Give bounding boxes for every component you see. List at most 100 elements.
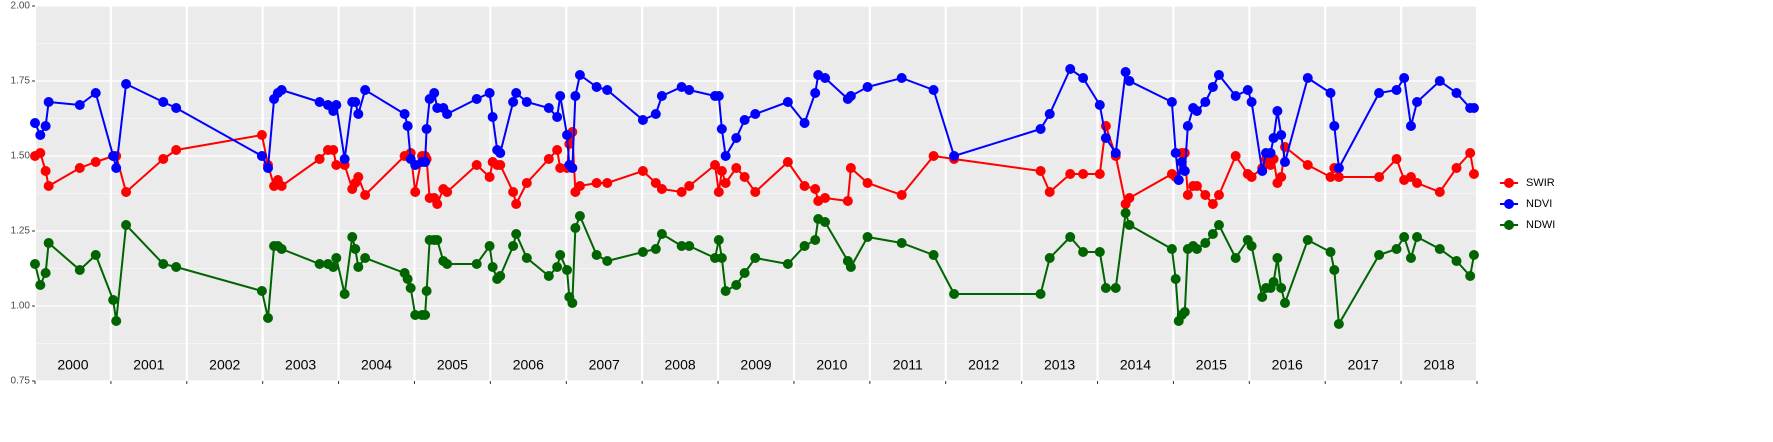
- data-point: [256, 130, 267, 140]
- data-point: [676, 187, 687, 197]
- data-point: [750, 109, 761, 119]
- data-point: [399, 109, 410, 119]
- data-point: [495, 271, 506, 281]
- data-point: [420, 310, 431, 320]
- data-point: [1405, 253, 1416, 263]
- data-point: [739, 172, 750, 182]
- data-point: [552, 112, 563, 122]
- data-point: [256, 151, 267, 161]
- data-point: [1272, 253, 1283, 263]
- data-point: [845, 163, 856, 173]
- data-point: [720, 286, 731, 296]
- data-point: [1176, 157, 1187, 167]
- data-point: [1124, 220, 1135, 230]
- y-tick-label: 2.00: [11, 1, 31, 12]
- data-point: [570, 91, 581, 101]
- data-point: [495, 160, 506, 170]
- data-point: [1035, 124, 1046, 134]
- data-point: [1374, 172, 1385, 182]
- data-point: [429, 88, 440, 98]
- data-point: [562, 130, 573, 140]
- data-point: [442, 259, 453, 269]
- data-point: [1391, 154, 1402, 164]
- data-point: [684, 181, 695, 191]
- data-point: [1065, 169, 1076, 179]
- data-point: [353, 172, 364, 182]
- data-point: [1268, 133, 1279, 143]
- year-label: 2015: [1196, 357, 1227, 373]
- data-point: [750, 253, 761, 263]
- data-point: [1468, 250, 1479, 260]
- data-point: [471, 94, 482, 104]
- year-label: 2017: [1348, 357, 1379, 373]
- data-point: [350, 97, 361, 107]
- data-point: [511, 199, 522, 209]
- data-point: [1166, 97, 1177, 107]
- data-point: [508, 187, 519, 197]
- legend-marker: [1504, 178, 1514, 188]
- data-point: [1399, 73, 1410, 83]
- legend-marker: [1504, 220, 1514, 230]
- data-point: [543, 103, 554, 113]
- data-point: [1468, 169, 1479, 179]
- data-point: [650, 244, 661, 254]
- data-point: [949, 151, 960, 161]
- data-point: [1065, 232, 1076, 242]
- data-point: [1333, 319, 1344, 329]
- data-point: [1170, 274, 1181, 284]
- data-point: [158, 259, 169, 269]
- data-point: [1374, 88, 1385, 98]
- data-point: [602, 178, 613, 188]
- data-point: [1191, 106, 1202, 116]
- data-point: [656, 229, 667, 239]
- data-point: [74, 163, 85, 173]
- data-point: [710, 253, 721, 263]
- data-point: [1325, 172, 1336, 182]
- data-point: [276, 181, 287, 191]
- data-point: [331, 100, 342, 110]
- data-point: [543, 271, 554, 281]
- data-point: [710, 160, 721, 170]
- data-point: [328, 145, 339, 155]
- data-point: [442, 109, 453, 119]
- data-point: [782, 97, 793, 107]
- data-point: [1110, 148, 1121, 158]
- legend-marker: [1504, 199, 1514, 209]
- data-point: [1213, 190, 1224, 200]
- data-point: [1207, 82, 1218, 92]
- data-point: [339, 154, 350, 164]
- data-point: [1173, 175, 1184, 185]
- data-point: [716, 253, 727, 263]
- data-point: [567, 163, 578, 173]
- year-label: 2014: [1120, 357, 1151, 373]
- year-label: 2016: [1272, 357, 1303, 373]
- data-point: [713, 91, 724, 101]
- data-point: [43, 181, 54, 191]
- data-point: [35, 280, 46, 290]
- series: [30, 121, 1479, 209]
- data-point: [928, 250, 939, 260]
- data-point: [602, 85, 613, 95]
- data-point: [1044, 187, 1055, 197]
- data-point: [731, 133, 742, 143]
- data-point: [353, 109, 364, 119]
- year-label: 2018: [1423, 357, 1454, 373]
- year-label: 2001: [133, 357, 164, 373]
- data-point: [928, 85, 939, 95]
- y-tick-label: 1.25: [11, 226, 31, 237]
- data-point: [1120, 67, 1131, 77]
- data-point: [1200, 190, 1211, 200]
- data-point: [656, 91, 667, 101]
- data-point: [684, 85, 695, 95]
- data-point: [171, 145, 182, 155]
- data-point: [1434, 244, 1445, 254]
- data-point: [862, 82, 873, 92]
- data-point: [43, 238, 54, 248]
- data-point: [845, 91, 856, 101]
- data-point: [262, 163, 273, 173]
- data-point: [158, 97, 169, 107]
- data-point: [810, 184, 821, 194]
- data-point: [360, 253, 371, 263]
- data-point: [74, 100, 85, 110]
- data-point: [591, 82, 602, 92]
